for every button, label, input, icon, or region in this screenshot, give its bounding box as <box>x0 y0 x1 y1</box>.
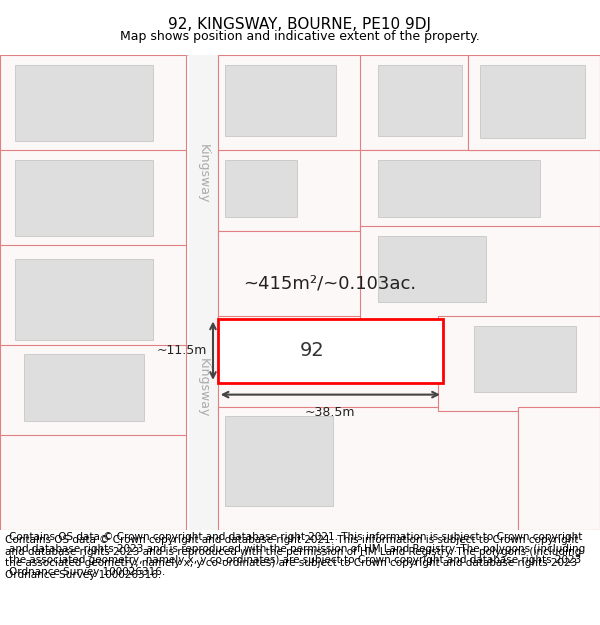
Bar <box>438 316 600 411</box>
Bar <box>0 55 186 155</box>
Bar <box>218 319 443 382</box>
Bar <box>0 435 186 530</box>
Bar <box>474 326 576 392</box>
Bar <box>468 55 600 150</box>
Text: Kingsway: Kingsway <box>197 144 210 204</box>
Text: ~415m²/~0.103ac.: ~415m²/~0.103ac. <box>244 274 416 292</box>
Bar <box>218 316 440 411</box>
Text: 92: 92 <box>300 341 325 360</box>
Bar <box>480 64 585 138</box>
Bar <box>24 354 144 421</box>
Bar <box>360 226 600 321</box>
Text: ~38.5m: ~38.5m <box>305 406 356 419</box>
Bar <box>218 406 518 530</box>
Bar <box>218 150 368 236</box>
Bar <box>378 236 486 302</box>
Bar <box>15 259 153 340</box>
Bar <box>225 416 333 506</box>
Text: Contains OS data © Crown copyright and database right 2021. This information is : Contains OS data © Crown copyright and d… <box>9 532 585 577</box>
Bar <box>218 55 386 155</box>
Bar <box>225 159 297 216</box>
Text: ~11.5m: ~11.5m <box>157 344 207 357</box>
Bar <box>15 159 153 236</box>
Bar <box>218 231 440 321</box>
Bar <box>0 150 186 250</box>
Text: Kingsway: Kingsway <box>197 357 210 418</box>
Text: 92, KINGSWAY, BOURNE, PE10 9DJ: 92, KINGSWAY, BOURNE, PE10 9DJ <box>169 16 431 31</box>
Bar <box>378 159 540 216</box>
Text: Map shows position and indicative extent of the property.: Map shows position and indicative extent… <box>120 30 480 43</box>
Bar <box>518 406 600 530</box>
Bar <box>360 150 600 231</box>
Bar <box>225 64 336 136</box>
Bar <box>360 55 468 150</box>
Text: Contains OS data © Crown copyright and database right 2021. This information is : Contains OS data © Crown copyright and d… <box>5 535 581 580</box>
Bar <box>0 245 186 349</box>
Bar <box>378 64 462 136</box>
Bar <box>189 55 218 530</box>
Bar <box>15 64 153 141</box>
Bar <box>0 345 186 440</box>
